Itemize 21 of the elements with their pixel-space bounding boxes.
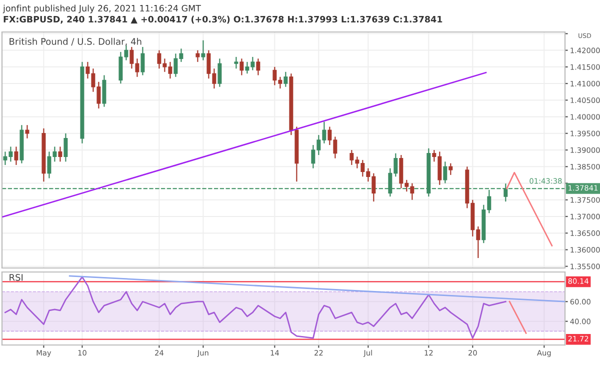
candlestick (218, 58, 222, 88)
candlestick (25, 124, 30, 139)
candlestick (256, 58, 260, 76)
text: British Pound / U.S. Dollar, 4h (10, 38, 142, 46)
candlestick (284, 71, 288, 88)
candlestick (196, 50, 200, 62)
text: FX:GBPUSD, 240 1.37841 ▲ +0.00417 (+0.3%) O:1.37678 H:1.37993 L:1.37639 C:1.37841 (4, 16, 442, 24)
candlestick (64, 132, 68, 162)
candlestick (240, 58, 244, 76)
candlestick (448, 162, 453, 176)
candlestick (14, 146, 18, 166)
candlestick (102, 74, 106, 108)
candlestick (504, 183, 508, 202)
chart-title: RSI (10, 274, 23, 281)
candlestick (443, 161, 448, 184)
text: jonfint published July 26, 2021 11:16:24 GMT (2, 4, 201, 14)
line-series (4, 276, 506, 339)
candlestick (234, 56, 238, 70)
candlestick (58, 146, 62, 162)
candlestick (201, 40, 206, 61)
candlestick (140, 46, 145, 76)
